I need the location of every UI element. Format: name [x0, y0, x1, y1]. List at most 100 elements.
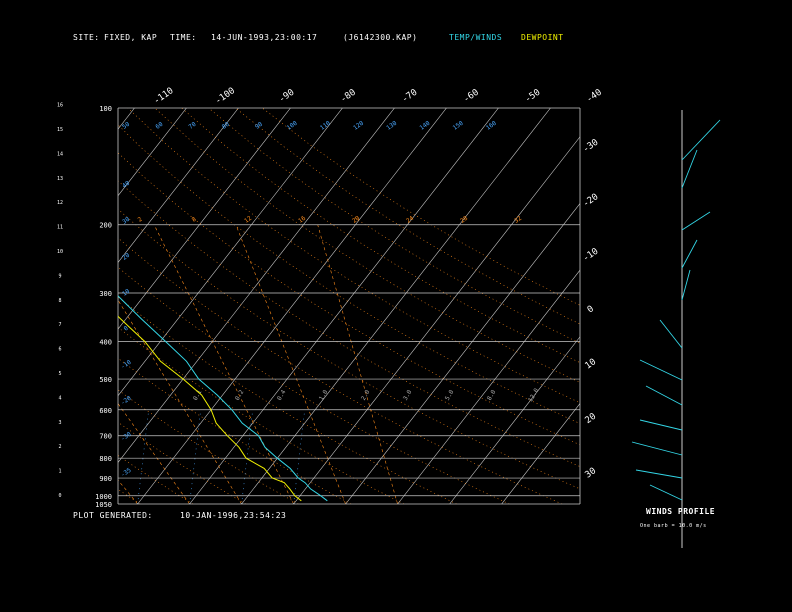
height-km-label: 4 [58, 395, 61, 401]
wind-barb [639, 359, 683, 381]
top-row-label: 50 [121, 121, 131, 131]
wind-barb [681, 211, 711, 231]
top-isotherm-label: -110 [152, 86, 176, 107]
isotherm-line [501, 402, 580, 504]
dry-adiabat [118, 237, 563, 504]
top-isotherm-label: -100 [214, 86, 238, 107]
dry-adiabat [118, 357, 352, 504]
isotherm-line [0, 108, 30, 504]
right-isotherm-label: 20 [584, 412, 599, 426]
header-file-id: (J6142300.KAP) [343, 33, 418, 42]
header-site-label: SITE: [73, 33, 100, 42]
mixing-ratio-line [137, 409, 150, 504]
right-isotherm-label: 10 [584, 357, 599, 371]
right-isotherm-label: -20 [581, 192, 600, 210]
pressure-tick-label: 300 [99, 290, 112, 298]
top-row-label: 90 [254, 121, 264, 131]
isotherm-line [118, 108, 135, 130]
wind-barb [635, 469, 683, 479]
left-side-label: 40 [121, 180, 131, 190]
wind-barb [631, 441, 683, 456]
moist-adiabat [317, 224, 398, 504]
dry-adiabat [118, 455, 194, 504]
left-side-label: 20 [121, 252, 131, 262]
theta-e-label: 2 [137, 216, 144, 224]
isotherm-line [137, 108, 447, 504]
pressure-tick-label: 200 [99, 222, 112, 230]
height-km-label: 11 [57, 225, 63, 231]
mixing-ratio-label: 12.0 [527, 387, 540, 403]
pressure-tick-label: 500 [99, 376, 112, 384]
mixing-ratio-line [34, 410, 45, 504]
theta-e-label: 24 [405, 215, 415, 225]
height-km-label: 1 [58, 469, 61, 475]
header-time-label: TIME: [170, 33, 197, 42]
dry-adiabat [118, 124, 580, 424]
height-km-label: 5 [58, 371, 61, 377]
sounding-line-dewpoint [118, 315, 302, 502]
mixing-ratio-line [241, 409, 254, 504]
height-km-label: 6 [58, 347, 61, 353]
mixing-ratio-line [86, 410, 97, 504]
wind-barb [681, 149, 698, 189]
mixing-ratio-label: 0.4 [276, 388, 288, 401]
mixing-ratio-label: 8.0 [486, 388, 498, 401]
wind-barb [649, 484, 683, 501]
left-side-label: -30 [120, 431, 133, 443]
theta-e-label: 20 [351, 215, 361, 225]
top-row-label: 70 [188, 121, 198, 131]
winds-profile-subtitle: One barb = 10.0 m/s [640, 523, 707, 529]
wind-barb [659, 319, 683, 349]
theta-e-label: 12 [243, 215, 253, 225]
theta-e-label: 16 [297, 215, 307, 225]
dry-adiabat [118, 296, 457, 504]
isotherm-line [118, 108, 291, 330]
isotherm-line [118, 108, 239, 263]
moist-adiabat [118, 479, 138, 504]
left-side-label: -10 [120, 359, 133, 371]
pressure-tick-label: 900 [99, 475, 112, 483]
right-isotherm-label: -30 [581, 138, 600, 156]
moist-adiabat [118, 403, 190, 504]
isotherm-line [449, 336, 580, 504]
theta-e-label: 32 [513, 215, 523, 225]
height-km-label: 2 [58, 444, 61, 450]
mixing-ratio-label: 0.1 [192, 388, 204, 401]
footer-generated-value: 10-JAN-1996,23:54:23 [180, 511, 287, 520]
mixing-ratio-label: 5.0 [444, 388, 456, 401]
height-km-label: 0 [58, 493, 61, 499]
isotherm-line [118, 108, 187, 197]
pressure-tick-label: 100 [99, 105, 112, 113]
height-km-label: 12 [57, 200, 63, 206]
dry-adiabat [262, 108, 580, 306]
top-row-label: 160 [485, 120, 498, 132]
top-isotherm-label: -40 [585, 88, 604, 106]
header-site-value: FIXED, KAP [104, 33, 158, 42]
left-side-label: 0 [123, 325, 130, 333]
wind-barb [681, 269, 691, 301]
moist-adiabat [235, 224, 346, 504]
theta-e-label: 8 [191, 216, 198, 224]
isotherm-line [397, 269, 580, 504]
height-km-label: 7 [58, 322, 61, 328]
wind-barb [645, 385, 683, 406]
isotherm-line [345, 202, 580, 504]
top-row-label: 60 [154, 121, 164, 131]
footer-generated-label: PLOT GENERATED: [73, 511, 153, 520]
top-isotherm-label: -90 [277, 88, 296, 106]
dry-adiabat [154, 108, 580, 383]
dry-adiabat [118, 488, 141, 504]
pressure-tick-label: 1000 [95, 493, 112, 501]
isotherm-line [0, 108, 82, 504]
top-isotherm-label: -60 [462, 88, 481, 106]
dry-adiabat [118, 266, 510, 504]
dry-adiabat [0, 108, 35, 504]
winds-profile-title: WINDS PROFILE [646, 507, 716, 516]
left-side-label: -35 [120, 467, 133, 479]
moist-adiabat [118, 299, 242, 504]
height-km-label: 8 [58, 298, 61, 304]
moist-adiabat [153, 224, 294, 504]
wind-barb [681, 239, 698, 269]
pressure-tick-label: 1050 [95, 501, 112, 509]
